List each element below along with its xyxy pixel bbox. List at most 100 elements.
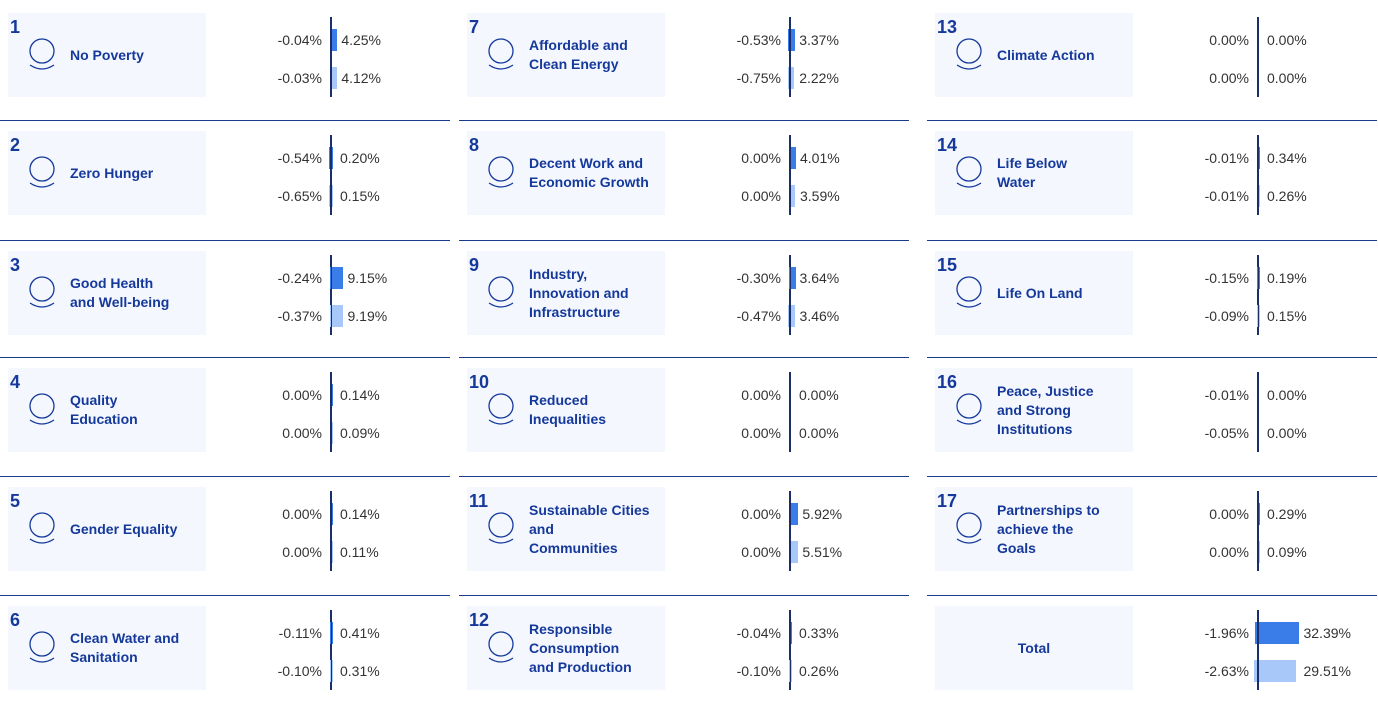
negative-value: -0.65% xyxy=(277,188,322,204)
title-line: Good Health xyxy=(70,275,154,291)
goal-title: Total xyxy=(935,606,1133,690)
negative-value: -0.37% xyxy=(277,308,322,324)
negative-value: 0.00% xyxy=(282,387,322,403)
separator xyxy=(927,240,1377,241)
positive-bar xyxy=(1259,660,1296,682)
negative-value: -0.04% xyxy=(277,32,322,48)
title-line: Life On Land xyxy=(997,284,1083,301)
title-line: and xyxy=(529,520,554,537)
positive-value: 0.00% xyxy=(1267,32,1307,48)
goal-number: 8 xyxy=(469,135,480,155)
positive-value: 9.15% xyxy=(347,270,388,286)
sdg-row: 2 Zero Hunger -0.54% 0.20% -0.65% 0.15% xyxy=(0,131,450,215)
negative-value: -0.24% xyxy=(277,270,322,286)
negative-value: 0.00% xyxy=(1209,32,1249,48)
title-line: Affordable and xyxy=(529,37,628,53)
axis-line xyxy=(1257,255,1259,335)
axis-line xyxy=(1257,491,1259,571)
axis-line xyxy=(330,610,332,690)
negative-value: 0.00% xyxy=(1209,544,1249,560)
card: 5 Gender Equality xyxy=(8,487,206,571)
positive-value: 0.11% xyxy=(340,544,379,560)
goal-number: 3 xyxy=(10,255,21,275)
title-line: Goals xyxy=(997,539,1036,556)
goal-number: 11 xyxy=(469,491,489,511)
goal-number: 16 xyxy=(937,372,958,392)
goal-title: Life Below Water xyxy=(997,131,1067,215)
positive-value: 0.31% xyxy=(340,663,380,679)
goal-icon xyxy=(488,276,514,308)
positive-value: 0.20% xyxy=(340,150,380,166)
sdg-row: Total -1.96% 32.39% -2.63% 29.51% xyxy=(927,606,1377,690)
positive-value: 0.34% xyxy=(1267,150,1307,166)
goal-title: Good Health and Well-being xyxy=(70,251,169,335)
positive-value: 3.59% xyxy=(800,188,840,204)
goal-title: Clean Water and Sanitation xyxy=(70,606,179,690)
negative-value: -1.96% xyxy=(1204,625,1249,641)
negative-value: -0.05% xyxy=(1204,425,1249,441)
positive-value: 0.14% xyxy=(340,506,380,522)
card: 16 Peace, Justice and Strong Institutions xyxy=(935,368,1133,452)
title-line: Sanitation xyxy=(70,649,138,665)
card: 9 Industry, Innovation and Infrastructure xyxy=(467,251,665,335)
positive-value: 0.09% xyxy=(340,425,380,441)
title-line: and Well-being xyxy=(70,294,170,310)
axis-line xyxy=(1257,135,1259,215)
title-line: Peace, Justice xyxy=(997,382,1094,399)
title-line: Innovation and xyxy=(529,284,629,301)
goal-icon xyxy=(29,393,55,425)
goal-icon xyxy=(956,393,982,425)
negative-value: -0.10% xyxy=(736,663,781,679)
axis-line xyxy=(789,17,791,97)
separator xyxy=(459,357,909,358)
sdg-row: 13 Climate Action 0.00% 0.00% 0.00% 0.00% xyxy=(927,13,1377,97)
sdg-row: 10 Reduced Inequalities 0.00% 0.00% 0.00% 0.00… xyxy=(459,368,909,452)
sdg-row: 9 Industry, Innovation and Infrastructure -0… xyxy=(459,251,909,335)
title-line: Inequalities xyxy=(529,411,607,427)
card: 14 Life Below Water xyxy=(935,131,1133,215)
positive-value: 0.19% xyxy=(1267,270,1307,286)
goal-number: 1 xyxy=(10,17,21,37)
title-line: and Production xyxy=(529,658,632,675)
negative-value: 0.00% xyxy=(741,188,781,204)
positive-value: 0.00% xyxy=(799,387,839,403)
sdg-row: 6 Clean Water and Sanitation -0.11% 0.41% -0.… xyxy=(0,606,450,690)
positive-value: 4.01% xyxy=(800,150,840,166)
title-line: Communities xyxy=(529,539,618,556)
title-line: and Strong xyxy=(997,401,1071,418)
positive-value: 32.39% xyxy=(1303,625,1351,641)
goal-title: Partnerships to achieve the Goals xyxy=(997,487,1100,571)
title-line: Institutions xyxy=(997,420,1073,437)
positive-bar xyxy=(332,29,338,51)
card: 4 Quality Education xyxy=(8,368,206,452)
axis-line xyxy=(789,255,791,335)
title-line: Zero Hunger xyxy=(70,164,154,181)
goal-number: 4 xyxy=(10,372,21,392)
negative-value: 0.00% xyxy=(741,506,781,522)
negative-value: 0.00% xyxy=(1209,506,1249,522)
sdg-row: 1 No Poverty -0.04% 4.25% -0.03% 4.12% xyxy=(0,13,450,97)
negative-value: 0.00% xyxy=(741,544,781,560)
positive-bar xyxy=(791,541,798,563)
title-line: Water xyxy=(997,174,1036,190)
axis-line xyxy=(789,491,791,571)
negative-value: -0.15% xyxy=(1204,270,1249,286)
positive-value: 0.00% xyxy=(1267,387,1307,403)
negative-value: -0.10% xyxy=(277,663,322,679)
axis-line xyxy=(1257,372,1259,452)
negative-value: -0.53% xyxy=(736,32,781,48)
axis-line xyxy=(1257,610,1259,690)
axis-line xyxy=(330,17,332,97)
card: 15 Life On Land xyxy=(935,251,1133,335)
card: 1 No Poverty xyxy=(8,13,206,97)
card: 12 Responsible Consumption and Production xyxy=(467,606,665,690)
positive-value: 0.29% xyxy=(1267,506,1307,522)
positive-bar xyxy=(791,185,796,207)
positive-value: 0.14% xyxy=(340,387,380,403)
goal-number: 14 xyxy=(937,135,958,155)
goal-title: Peace, Justice and Strong Institutions xyxy=(997,368,1094,452)
title-line: Economic Growth xyxy=(529,174,649,190)
title-line: Decent Work and xyxy=(529,155,644,171)
positive-value: 0.41% xyxy=(340,625,380,641)
goal-icon xyxy=(956,512,982,544)
